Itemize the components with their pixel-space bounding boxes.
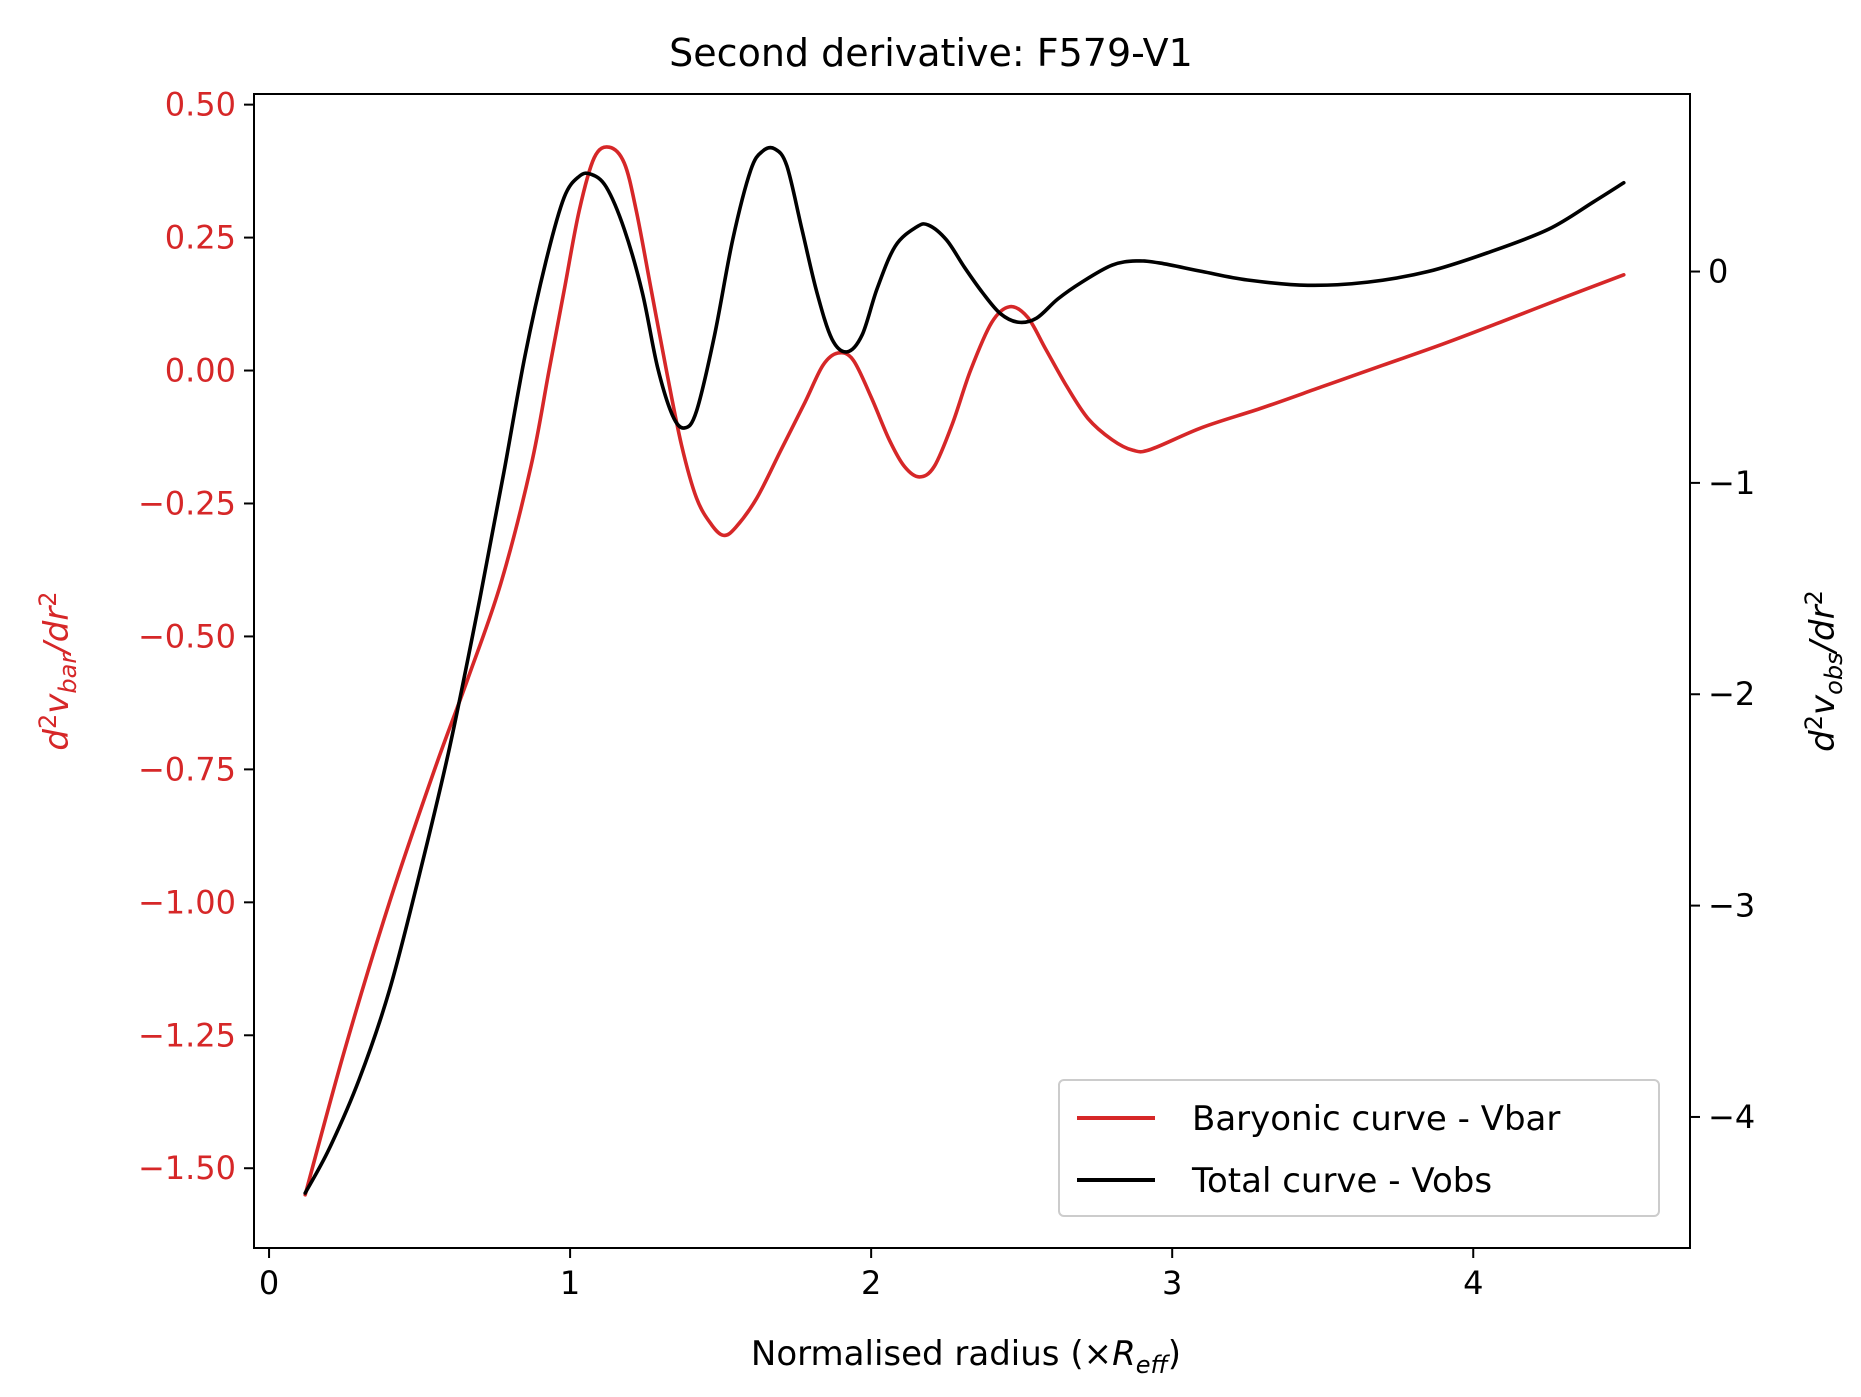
left-y-tick-label: 0.00 bbox=[165, 352, 236, 390]
right-y-tick-label: 0 bbox=[1708, 253, 1728, 291]
series-line-vobs bbox=[303, 145, 1626, 1195]
left-y-label-dr: dr bbox=[37, 605, 77, 643]
legend-box bbox=[1058, 1079, 1660, 1217]
left-y-label-sup2: 2 bbox=[34, 591, 62, 606]
left-y-label-sup: 2 bbox=[34, 714, 62, 729]
x-tick-label: 0 bbox=[259, 1264, 279, 1302]
left-y-tick-label: −1.00 bbox=[138, 883, 236, 921]
right-y-axis-label: d2vobs/dr2 bbox=[1800, 590, 1848, 752]
series-line-vbar bbox=[303, 145, 1626, 1197]
right-y-label-v: v bbox=[1803, 694, 1843, 715]
left-y-tick-label: 0.50 bbox=[165, 86, 236, 124]
right-y-label-sup2: 2 bbox=[1800, 590, 1828, 605]
x-tick-label: 1 bbox=[560, 1264, 580, 1302]
legend: Baryonic curve - Vbar Total curve - Vobs bbox=[1058, 1079, 1660, 1217]
left-y-tick-label: −0.25 bbox=[138, 484, 236, 522]
right-y-label-slash: / bbox=[1803, 637, 1843, 655]
x-axis-label-sub: eff bbox=[1136, 1351, 1171, 1379]
right-y-tick-label: −2 bbox=[1708, 675, 1755, 713]
x-tick-label: 2 bbox=[861, 1264, 881, 1302]
left-y-axis-ticks: 0.50 0.25 0.00 −0.25 −0.50 −0.75 −1.00 −1.25 −1.… bbox=[138, 86, 254, 1187]
left-y-label-sub: bar bbox=[54, 652, 82, 694]
chart-title: Second derivative: F579-V1 bbox=[669, 31, 1193, 75]
plot-frame bbox=[253, 93, 1691, 1249]
left-y-label-slash: / bbox=[37, 639, 77, 657]
x-axis-label-main: Normalised radius (× bbox=[751, 1334, 1112, 1374]
right-y-tick-label: −1 bbox=[1708, 464, 1755, 502]
x-axis-label-tail: ) bbox=[1168, 1334, 1181, 1374]
legend-label-vbar: Baryonic curve - Vbar bbox=[1192, 1099, 1560, 1139]
right-y-label-sup: 2 bbox=[1800, 715, 1828, 730]
left-y-label-v: v bbox=[37, 693, 77, 714]
x-tick-label: 3 bbox=[1162, 1264, 1182, 1302]
legend-label-vobs: Total curve - Vobs bbox=[1191, 1161, 1492, 1201]
left-y-tick-label: −0.75 bbox=[138, 750, 236, 788]
right-y-label-d: d bbox=[1803, 730, 1843, 752]
right-y-tick-label: −3 bbox=[1708, 887, 1755, 925]
plot-lines bbox=[303, 145, 1626, 1197]
x-axis-label: Normalised radius (×Reff) bbox=[751, 1334, 1181, 1379]
left-y-axis-label: d2vbar/dr2 bbox=[34, 591, 82, 750]
x-axis-label-var: R bbox=[1112, 1334, 1136, 1374]
right-y-label-sub: obs bbox=[1820, 652, 1848, 694]
left-y-tick-label: −1.25 bbox=[138, 1016, 236, 1054]
left-y-tick-label: −1.50 bbox=[138, 1149, 236, 1187]
right-y-axis-ticks: 0 −1 −2 −3 −4 bbox=[1690, 253, 1755, 1136]
left-y-label-d: d bbox=[37, 729, 77, 751]
right-y-tick-label: −4 bbox=[1708, 1098, 1755, 1136]
left-y-tick-label: 0.25 bbox=[165, 219, 236, 257]
right-y-label-dr: dr bbox=[1803, 603, 1843, 641]
left-y-tick-label: −0.50 bbox=[138, 617, 236, 655]
x-axis-ticks: 0 1 2 3 4 bbox=[259, 1248, 1483, 1302]
x-tick-label: 4 bbox=[1463, 1264, 1483, 1302]
